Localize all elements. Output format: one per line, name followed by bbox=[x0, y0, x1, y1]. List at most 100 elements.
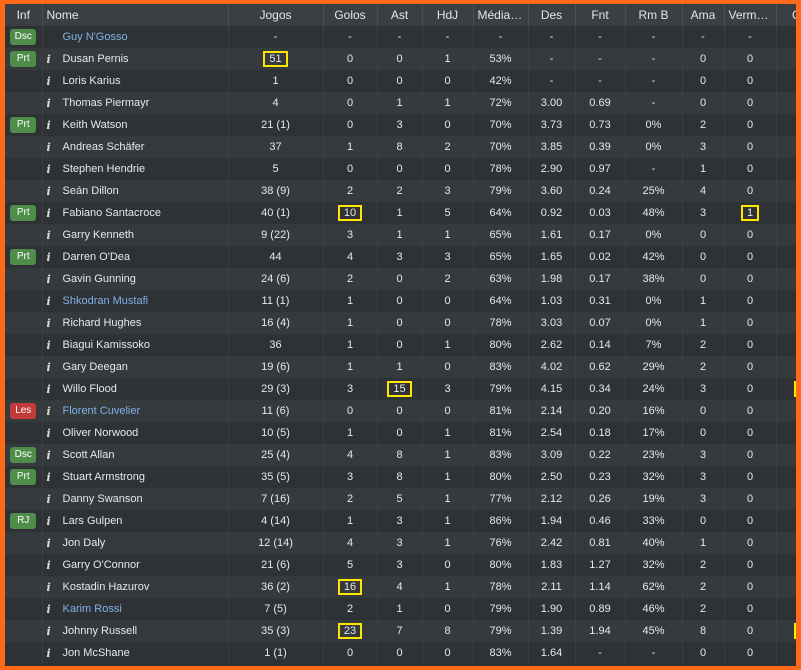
table-row[interactable]: i Richard Hughes 16 (4) 1 0 0 78% 3.03 0.07 0% 1 0 6… bbox=[5, 312, 796, 334]
column-header[interactable]: Ama bbox=[682, 4, 725, 26]
player-name-link[interactable]: Guy N'Gosso bbox=[62, 31, 128, 44]
player-name-link[interactable]: Darren O'Dea bbox=[62, 251, 131, 263]
info-icon[interactable]: i bbox=[46, 316, 51, 330]
table-row[interactable]: Prt i Fabiano Santacroce 40 (1) 10 1 5 64% 0.92 0… bbox=[5, 202, 796, 224]
info-icon[interactable]: i bbox=[46, 492, 51, 506]
table-row[interactable]: i Seán Dillon 38 (9) 2 2 3 79% 3.60 0.24 25% 4 0 6.9… bbox=[5, 180, 796, 202]
info-icon[interactable]: i bbox=[46, 74, 51, 88]
player-name-link[interactable]: Thomas Piermayr bbox=[62, 97, 150, 109]
player-name-link[interactable]: Loris Karius bbox=[62, 75, 121, 87]
info-icon[interactable]: i bbox=[46, 294, 51, 308]
column-header[interactable]: Ast bbox=[377, 4, 423, 26]
table-row[interactable]: RJ i Lars Gulpen 4 (14) 1 3 1 86% 1.94 0.46 33% 0 0 6… bbox=[5, 510, 796, 532]
player-name-link[interactable]: Dusan Pernis bbox=[62, 53, 129, 65]
info-icon[interactable]: i bbox=[46, 162, 51, 176]
column-header[interactable]: Nome bbox=[42, 4, 229, 26]
info-icon[interactable]: i bbox=[46, 228, 51, 242]
table-row[interactable]: Prt i Keith Watson 21 (1) 0 3 0 70% 3.73 0.73 0% 2 0… bbox=[5, 114, 796, 136]
player-name-link[interactable]: Seán Dillon bbox=[62, 185, 119, 197]
table-row[interactable]: Dsc Guy N'Gosso - - - - - - - - - - - bbox=[5, 26, 796, 48]
status-badge[interactable]: Prt bbox=[10, 117, 37, 133]
player-name-link[interactable]: Biagui Kamissoko bbox=[62, 339, 150, 351]
column-header[interactable]: Inf bbox=[5, 4, 43, 26]
table-row[interactable]: i Gavin Gunning 24 (6) 2 0 2 63% 1.98 0.17 38% 0 0 6… bbox=[5, 268, 796, 290]
player-name-link[interactable]: Andreas Schäfer bbox=[62, 141, 145, 153]
info-icon[interactable]: i bbox=[46, 426, 51, 440]
status-badge[interactable]: Prt bbox=[10, 249, 37, 265]
column-header[interactable]: Rm B bbox=[625, 4, 683, 26]
player-name-link[interactable]: Gavin Gunning bbox=[62, 273, 136, 285]
table-row[interactable]: i Stephen Hendrie 5 0 0 0 78% 2.90 0.97 - 1 0 7.00 bbox=[5, 158, 796, 180]
info-icon[interactable]: i bbox=[46, 382, 51, 396]
table-row[interactable]: i Danny Swanson 7 (16) 2 5 1 77% 2.12 0.26 19% 3 0 6… bbox=[5, 488, 796, 510]
table-row[interactable]: i Oliver Norwood 10 (5) 1 0 1 81% 2.54 0.18 17% 0 0… bbox=[5, 422, 796, 444]
column-header[interactable]: Fnt bbox=[575, 4, 626, 26]
player-name-link[interactable]: Oliver Norwood bbox=[62, 427, 139, 439]
table-row[interactable]: i Biagui Kamissoko 36 1 0 1 80% 2.62 0.14 7% 2 0 6.9… bbox=[5, 334, 796, 356]
info-icon[interactable]: i bbox=[46, 624, 51, 638]
player-name-link[interactable]: Danny Swanson bbox=[62, 493, 143, 505]
table-row[interactable]: i Thomas Piermayr 4 0 1 1 72% 3.00 0.69 - 0 0 7.15 bbox=[5, 92, 796, 114]
player-name-link[interactable]: Kostadin Hazurov bbox=[62, 581, 150, 593]
table-row[interactable]: Prt i Stuart Armstrong 35 (5) 3 8 1 80% 2.50 0.23… bbox=[5, 466, 796, 488]
table-row[interactable]: i Garry Kenneth 9 (22) 3 1 1 65% 1.61 0.17 0% 0 0 6.… bbox=[5, 224, 796, 246]
table-row[interactable]: i Jon McShane 1 (1) 0 0 0 83% 1.64 - - 0 0 6.75 bbox=[5, 642, 796, 664]
info-icon[interactable]: i bbox=[46, 184, 51, 198]
player-name-link[interactable]: Keith Watson bbox=[62, 119, 128, 131]
info-icon[interactable]: i bbox=[46, 580, 51, 594]
player-name-link[interactable]: Jon McShane bbox=[62, 647, 130, 659]
table-row[interactable]: i Kostadin Hazurov 36 (2) 16 4 1 78% 2.11 1.14 62… bbox=[5, 576, 796, 598]
table-row[interactable]: i Loris Karius 1 0 0 0 42% - - - 0 0 6.70 bbox=[5, 70, 796, 92]
table-row[interactable]: i Karim Rossi 7 (5) 2 1 0 79% 1.90 0.89 46% 2 0 6.88 bbox=[5, 598, 796, 620]
table-row[interactable]: i Garry O'Connor 21 (6) 5 3 0 80% 1.83 1.27 32% 2 0… bbox=[5, 554, 796, 576]
column-header[interactable]: Golos bbox=[323, 4, 378, 26]
info-icon[interactable]: i bbox=[46, 404, 51, 418]
status-badge[interactable]: Dsc bbox=[10, 447, 37, 463]
info-icon[interactable]: i bbox=[46, 536, 51, 550]
table-row[interactable]: Les i Florent Cuvelier 11 (6) 0 0 0 81% 2.14 0.20… bbox=[5, 400, 796, 422]
info-icon[interactable]: i bbox=[46, 118, 51, 132]
table-row[interactable]: i Johnny Russell 35 (3) 23 7 8 79% 1.39 1.94 45% 8… bbox=[5, 620, 796, 642]
info-icon[interactable]: i bbox=[46, 646, 51, 660]
table-row[interactable]: i Gary Deegan 19 (6) 1 1 0 83% 4.02 0.62 29% 2 0 6.8… bbox=[5, 356, 796, 378]
player-name-link[interactable]: Florent Cuvelier bbox=[62, 405, 141, 417]
player-name-link[interactable]: Richard Hughes bbox=[62, 317, 142, 329]
info-icon[interactable]: i bbox=[46, 206, 51, 220]
info-icon[interactable]: i bbox=[46, 140, 51, 154]
player-name-link[interactable]: Stephen Hendrie bbox=[62, 163, 146, 175]
column-header[interactable]: HdJ bbox=[422, 4, 474, 26]
info-icon[interactable]: i bbox=[46, 602, 51, 616]
table-row[interactable]: i Shkodran Mustafi 11 (1) 1 0 0 64% 1.03 0.31 0% 1… bbox=[5, 290, 796, 312]
table-row[interactable]: i Andreas Schäfer 37 1 8 2 70% 3.85 0.39 0% 3 0 6.97 bbox=[5, 136, 796, 158]
status-badge[interactable]: Prt bbox=[10, 51, 37, 67]
info-icon[interactable]: i bbox=[46, 250, 51, 264]
player-name-link[interactable]: Jon Daly bbox=[62, 537, 106, 549]
player-name-link[interactable]: Gary Deegan bbox=[62, 361, 128, 373]
player-name-link[interactable]: Lars Gulpen bbox=[62, 515, 123, 527]
player-name-link[interactable]: Karim Rossi bbox=[62, 603, 122, 615]
player-name-link[interactable]: Stuart Armstrong bbox=[62, 471, 146, 483]
info-icon[interactable]: i bbox=[46, 448, 51, 462]
column-header[interactable]: Média ... bbox=[473, 4, 529, 26]
player-name-link[interactable]: Willo Flood bbox=[62, 383, 117, 395]
column-header[interactable]: Jogos bbox=[228, 4, 324, 26]
info-icon[interactable]: i bbox=[46, 338, 51, 352]
status-badge[interactable]: Prt bbox=[10, 469, 37, 485]
column-header[interactable]: Cl Med bbox=[776, 4, 796, 26]
info-icon[interactable]: i bbox=[46, 514, 51, 528]
column-header[interactable]: Vermel... bbox=[724, 4, 777, 26]
player-name-link[interactable]: Shkodran Mustafi bbox=[62, 295, 149, 307]
table-row[interactable]: i Jon Daly 12 (14) 4 3 1 76% 2.42 0.81 40% 1 0 6.82 bbox=[5, 532, 796, 554]
status-badge[interactable]: Dsc bbox=[10, 29, 37, 45]
player-name-link[interactable]: Garry Kenneth bbox=[62, 229, 135, 241]
info-icon[interactable]: i bbox=[46, 558, 51, 572]
player-name-link[interactable]: Fabiano Santacroce bbox=[62, 207, 161, 219]
player-name-link[interactable]: Scott Allan bbox=[62, 449, 115, 461]
info-icon[interactable]: i bbox=[46, 52, 51, 66]
info-icon[interactable]: i bbox=[46, 360, 51, 374]
column-header[interactable]: Des bbox=[528, 4, 576, 26]
table-row[interactable]: i Willo Flood 29 (3) 3 15 3 79% 4.15 0.34 24% 3 0 7.… bbox=[5, 378, 796, 400]
player-name-link[interactable]: Garry O'Connor bbox=[62, 559, 140, 571]
